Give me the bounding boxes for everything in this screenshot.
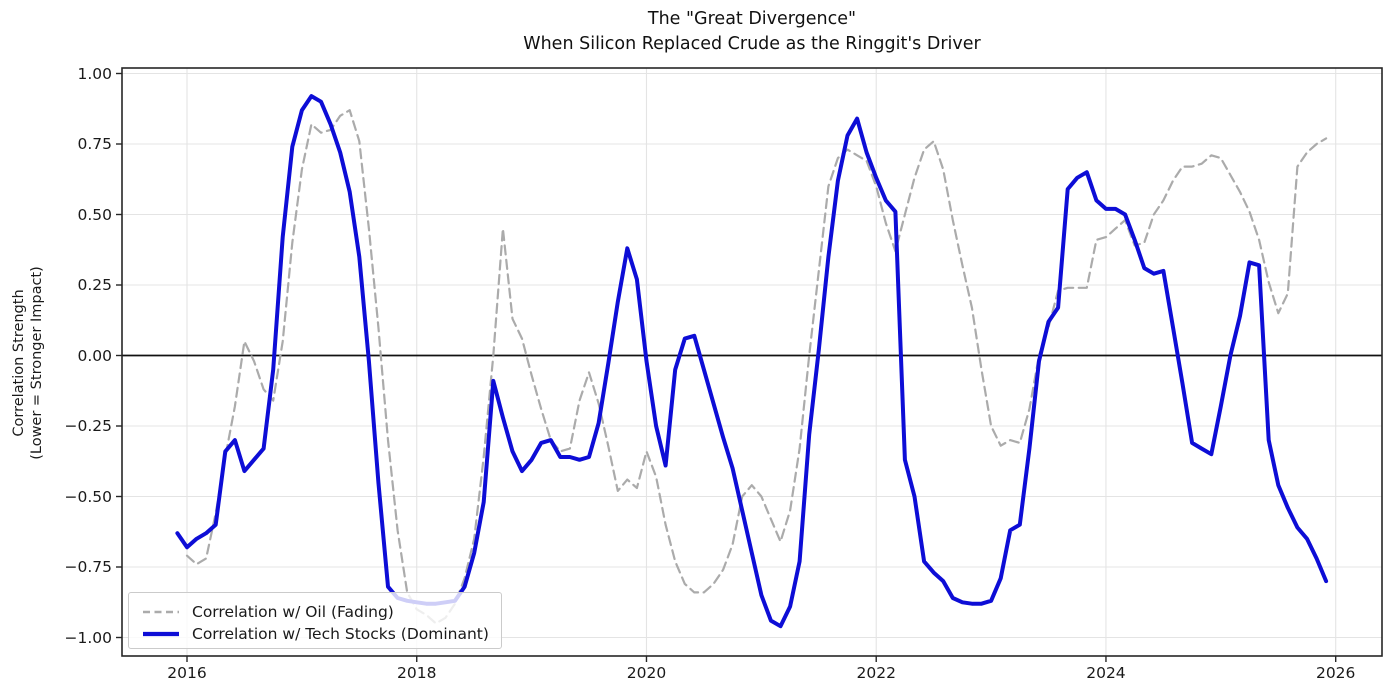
y-axis-tick-label: 0.75	[77, 135, 112, 153]
chart-title-line2: When Silicon Replaced Crude as the Ringg…	[523, 34, 981, 54]
y-axis-tick-label: −1.00	[64, 628, 113, 647]
y-axis-tick-label: −0.75	[64, 558, 113, 576]
x-axis-tick-label: 2024	[1086, 664, 1126, 682]
legend-line-sample-tech	[143, 631, 179, 637]
legend-item-oil: Correlation w/ Oil (Fading)	[142, 601, 501, 623]
x-axis-tick-label: 2026	[1315, 664, 1356, 682]
x-axis-tick-label: 2020	[626, 664, 667, 682]
legend: Correlation w/ Oil (Fading) Correlation w…	[128, 592, 502, 649]
y-axis-tick-label: 1.00	[77, 64, 112, 83]
x-axis-tick-label: 2018	[397, 664, 437, 682]
chart-title: The "Great Divergence" When Silicon Repl…	[122, 7, 1382, 57]
x-axis-tick-label: 2016	[167, 664, 207, 682]
y-axis-label-line1: Correlation Strength	[11, 289, 27, 437]
legend-label-tech: Correlation w/ Tech Stocks (Dominant)	[192, 625, 489, 643]
legend-line-sample-oil	[143, 610, 179, 614]
y-axis-tick-label: 0.50	[77, 205, 112, 224]
axes-frame	[121, 67, 1383, 657]
x-axis-tick-label: 2022	[856, 664, 896, 682]
y-axis-tick-label: 0.25	[77, 276, 112, 294]
series-line-tech	[175, 94, 1329, 629]
legend-item-tech: Correlation w/ Tech Stocks (Dominant)	[142, 623, 501, 645]
legend-label-oil: Correlation w/ Oil (Fading)	[192, 603, 394, 621]
chart-title-line1: The "Great Divergence"	[647, 9, 857, 29]
series-line-oil	[185, 109, 1328, 625]
y-axis-tick-label: −0.50	[64, 487, 113, 506]
y-axis-tick-label: −0.25	[64, 417, 113, 435]
y-axis-tick-label: 0.00	[77, 346, 112, 365]
